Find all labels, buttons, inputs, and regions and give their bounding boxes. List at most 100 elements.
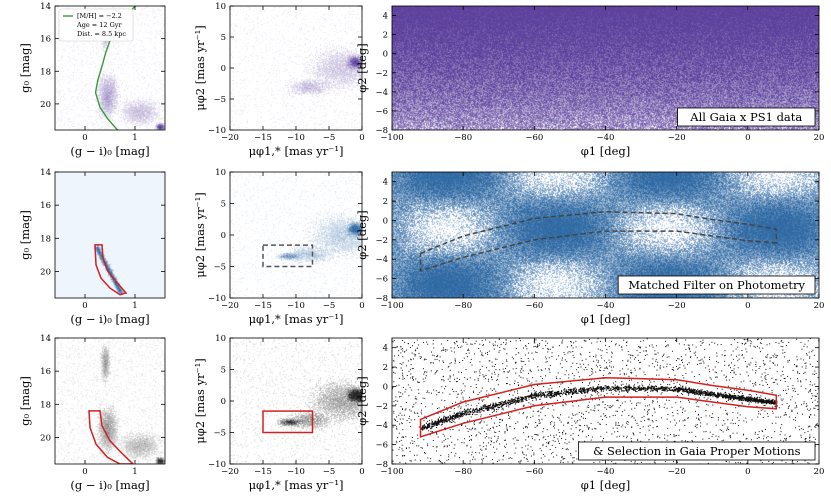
y-tick-label: 2	[383, 197, 388, 207]
x-tick-label: 0	[745, 133, 750, 143]
y-axis-label: g₀ [mag]	[18, 376, 32, 426]
x-tick-label: −60	[525, 301, 543, 311]
stream-track-polygon	[419, 210, 778, 272]
y-tick-label: −4	[375, 255, 388, 265]
x-tick-label: −5	[323, 133, 336, 143]
x-tick-label: −100	[380, 467, 403, 477]
x-tick-label: −40	[597, 133, 615, 143]
x-axis-label: (g − i)₀ [mag]	[70, 144, 149, 158]
axes-frame	[54, 337, 166, 465]
x-tick-label: −60	[525, 467, 543, 477]
x-axis-label: μφ1,* [mas yr⁻¹]	[249, 478, 344, 492]
panel-r1c1: −20 −15 −10 −5 0 −10 −5 0 5 10 μφ1,* [mas yr⁻¹] μφ2…	[193, 168, 365, 326]
y-tick-label: −5	[213, 429, 226, 439]
x-tick-label: 0	[359, 133, 364, 143]
y-tick-label: −10	[208, 294, 226, 304]
y-tick-label: 5	[221, 200, 226, 210]
pm-selection-box	[262, 244, 314, 268]
x-tick-label: 0	[82, 467, 87, 477]
x-tick-label: 20	[814, 133, 825, 143]
density-map	[230, 6, 362, 130]
stream-track-polygon	[419, 376, 778, 438]
x-tick-label: −5	[323, 301, 336, 311]
y-tick-label: −2	[375, 69, 388, 79]
x-tick-label: 0	[745, 467, 750, 477]
x-tick-label: −20	[668, 467, 686, 477]
x-tick-label: −80	[454, 301, 472, 311]
density-map	[230, 338, 362, 464]
x-tick-label: 20	[814, 467, 825, 477]
y-tick-label: 18	[40, 67, 51, 77]
plot-area	[392, 172, 819, 298]
y-tick-label: −10	[208, 460, 226, 470]
density-map	[230, 172, 362, 298]
legend-entry: Age = 12 Gyr	[76, 21, 122, 29]
y-tick-label: 0	[221, 397, 226, 407]
y-tick-label: −2	[375, 236, 388, 246]
x-tick-label: −40	[597, 301, 615, 311]
x-tick-label: 20	[814, 301, 825, 311]
x-tick-label: −40	[597, 467, 615, 477]
y-tick-label: −2	[375, 402, 388, 412]
x-tick-label: −80	[454, 467, 472, 477]
x-axis-label: (g − i)₀ [mag]	[70, 312, 149, 326]
x-tick-label: 1	[132, 467, 137, 477]
x-tick-label: −100	[380, 301, 403, 311]
y-tick-label: −5	[213, 95, 226, 105]
panel-r0c0: 0 1 14 16 18 20 (g − i)₀ [mag] g₀ [mag] [M/H] = …	[18, 2, 166, 158]
pm-selection-box	[262, 410, 314, 434]
y-tick-label: −6	[375, 107, 388, 117]
x-tick-label: 1	[132, 133, 137, 143]
y-tick-label: −5	[213, 263, 226, 273]
x-tick-label: 0	[359, 467, 364, 477]
x-tick-label: −5	[323, 467, 336, 477]
x-tick-label: −60	[525, 133, 543, 143]
x-axis-label: μφ1,* [mas yr⁻¹]	[249, 312, 344, 326]
panel-label: & Selection in Gaia Proper Motions	[578, 441, 816, 461]
plot-area	[55, 338, 165, 464]
y-axis-label: φ2 [deg]	[355, 210, 369, 260]
panel-label-text: All Gaia x PS1 data	[689, 110, 802, 124]
x-tick-label: −20	[668, 301, 686, 311]
y-tick-label: 14	[40, 2, 51, 12]
x-tick-label: −80	[454, 133, 472, 143]
y-tick-label: 10	[215, 334, 226, 344]
y-axis-label: φ2 [deg]	[355, 43, 369, 93]
y-tick-label: −8	[375, 126, 388, 136]
y-tick-label: 5	[221, 33, 226, 43]
y-tick-label: 0	[221, 231, 226, 241]
panel-r0c1: −20 −15 −10 −5 0 −10 −5 0 5 10 μφ1,* [mas yr⁻¹] μφ2…	[193, 2, 365, 158]
x-tick-label: 0	[82, 133, 87, 143]
plot-area	[230, 172, 362, 298]
panel-label-box	[578, 441, 816, 461]
y-tick-label: −8	[375, 460, 388, 470]
y-axis-label: μφ2 [mas yr⁻¹]	[193, 358, 207, 443]
x-tick-label: −100	[380, 133, 403, 143]
plot-area	[230, 6, 362, 130]
y-tick-label: 4	[383, 344, 388, 354]
x-tick-label: 1	[132, 301, 137, 311]
y-tick-label: 4	[383, 12, 388, 22]
panel-r2c0: 0 1 14 16 18 20 (g − i)₀ [mag] g₀ [mag]	[18, 334, 166, 492]
y-tick-label: −4	[375, 421, 388, 431]
x-tick-label: −20	[221, 301, 239, 311]
y-axis-label: φ2 [deg]	[355, 376, 369, 426]
y-axis-label: μφ2 [mas yr⁻¹]	[193, 25, 207, 110]
panel-label: All Gaia x PS1 data	[677, 107, 816, 127]
x-tick-label: −10	[287, 467, 305, 477]
y-tick-label: 16	[40, 35, 51, 45]
x-tick-label: 0	[745, 301, 750, 311]
x-tick-label: −15	[254, 133, 272, 143]
y-tick-label: −4	[375, 88, 388, 98]
y-tick-label: 16	[40, 201, 51, 211]
y-tick-label: 16	[40, 367, 51, 377]
x-tick-label: −20	[221, 133, 239, 143]
panel-label-box	[677, 107, 816, 127]
y-tick-label: 4	[383, 178, 388, 188]
plot-area	[55, 172, 165, 298]
x-tick-label: −20	[221, 467, 239, 477]
x-tick-label: −15	[254, 301, 272, 311]
legend-entry: Dist. = 8.5 kpc	[77, 30, 126, 38]
